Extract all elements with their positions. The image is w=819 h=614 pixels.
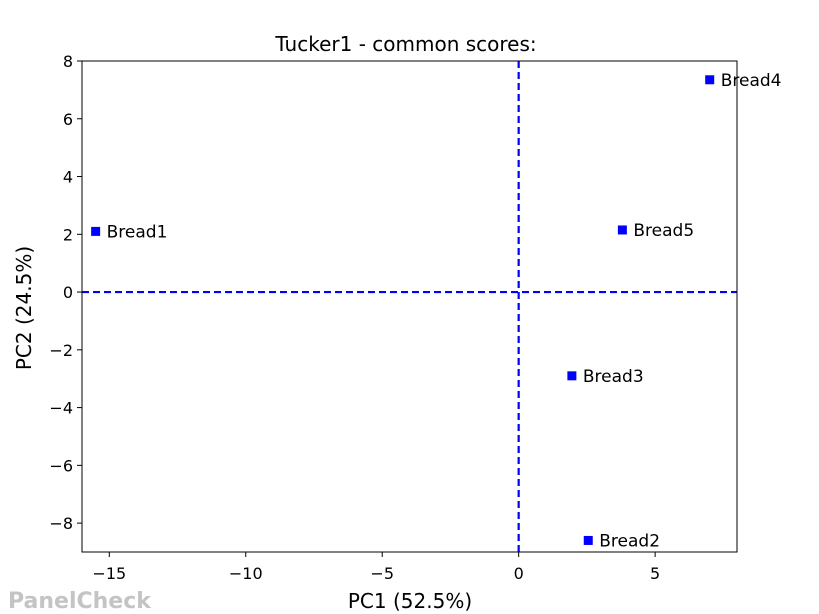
x-axis-title: PC1 (52.5%): [348, 589, 472, 613]
point-marker-bread4: [705, 75, 715, 85]
x-tick-label: 5: [650, 564, 660, 583]
y-tick-label: 4: [63, 168, 73, 187]
y-tick-label: −8: [49, 514, 73, 533]
point-marker-bread2: [583, 535, 593, 545]
x-axis-ticks: −15 −10 −5 0 5: [92, 552, 660, 583]
point-label-bread1: Bread1: [107, 222, 168, 242]
y-tick-label: 2: [63, 225, 73, 244]
point-label-bread4: Bread4: [721, 71, 782, 91]
watermark: PanelCheck: [8, 589, 152, 614]
y-tick-label: −4: [49, 399, 73, 418]
plot-area-frame: [81, 60, 738, 553]
y-axis-title: PC2 (24.5%): [12, 246, 36, 370]
y-tick-label: 8: [63, 52, 73, 71]
chart-title: Tucker1 - common scores:: [274, 32, 536, 56]
x-tick-label: −10: [229, 564, 263, 583]
point-label-bread3: Bread3: [583, 367, 644, 387]
x-tick-label: −5: [370, 564, 394, 583]
point-marker-bread5: [617, 225, 627, 235]
point-marker-bread3: [567, 371, 577, 381]
point-label-bread5: Bread5: [633, 221, 694, 241]
y-tick-label: 6: [63, 110, 73, 129]
y-tick-label: 0: [63, 283, 73, 302]
y-axis-ticks: −8 −6 −4 −2 0 2 4 6 8: [49, 52, 82, 533]
y-tick-label: −6: [49, 456, 73, 475]
scatter-points: Bread1 Bread2 Bread3 Bread4 Bread5: [91, 71, 782, 551]
point-marker-bread1: [91, 226, 101, 236]
point-label-bread2: Bread2: [599, 531, 660, 551]
x-tick-label: 0: [514, 564, 524, 583]
x-tick-label: −15: [92, 564, 126, 583]
y-tick-label: −2: [49, 341, 73, 360]
reference-lines: [82, 61, 737, 552]
